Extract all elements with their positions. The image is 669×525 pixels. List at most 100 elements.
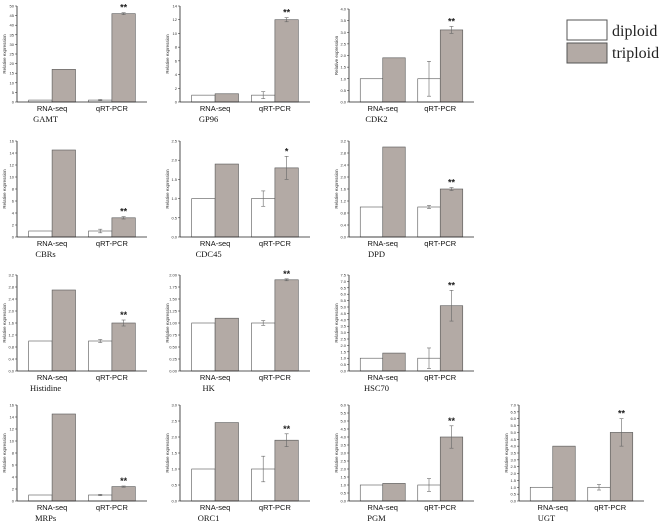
bar-diploid-rna-seq (359, 206, 384, 238)
legend: diploid triploid (566, 19, 659, 64)
bar-diploid-rna-seq (28, 340, 53, 372)
y-tick-label: 6 (12, 199, 15, 204)
y-tick-label: 12 (173, 17, 178, 22)
x-tick-label: qRT-PCR (424, 239, 457, 248)
y-tick-label: 6.0 (340, 403, 346, 408)
y-tick-label: 2.0 (8, 309, 14, 314)
bar-triploid-qrt-pcr (439, 29, 464, 103)
x-tick-label: qRT-PCR (424, 373, 457, 382)
y-tick-label: 2 (12, 487, 15, 492)
panels: RNA-seq qRT-PCR**05101520253035404550Rela… (2, 3, 644, 523)
significance-marker: ** (120, 3, 128, 13)
y-axis-label: Relative expression (165, 169, 170, 209)
y-tick-label: 45 (10, 13, 15, 18)
y-tick-label: 6 (175, 58, 178, 63)
legend-label-diploid: diploid (612, 23, 657, 40)
y-axis-label: Relative expression (165, 433, 170, 473)
y-tick-label: 20 (10, 61, 15, 66)
chart-ugt: RNA-seq qRT-PCR ** 0.0 0.5 1.0 1.5 2.0 2.5 3.03.5… (504, 403, 644, 523)
y-tick-label: 4.5 (510, 437, 516, 442)
gene-name: HSC70 (364, 383, 389, 393)
y-tick-label: 1.0 (340, 76, 346, 81)
y-tick-label: 1.5 (171, 177, 177, 182)
y-tick-label: 0 (12, 235, 15, 240)
significance-marker: ** (120, 476, 128, 486)
y-tick-label: 8 (12, 451, 15, 456)
y-tick-label: 0.50 (169, 345, 178, 350)
bar-triploid-qrt-pcr (111, 486, 136, 502)
y-tick-label: 15 (10, 71, 15, 76)
y-tick-label: 6.0 (340, 292, 346, 297)
y-tick-label: 4.0 (510, 444, 516, 449)
y-tick-label: 2.5 (510, 464, 516, 469)
y-tick-label: 1.25 (169, 309, 178, 314)
y-tick-label: 5.5 (340, 411, 346, 416)
x-tick-label: RNA-seq (37, 239, 67, 248)
x-tick-label: qRT-PCR (259, 373, 292, 382)
y-tick-label: 3.2 (8, 273, 14, 278)
y-axis-label: Relative expression (165, 34, 170, 74)
y-tick-label: 0.4 (8, 357, 14, 362)
y-tick-label: 12 (10, 163, 15, 168)
x-tick-label: qRT-PCR (259, 503, 292, 512)
y-axis-label: Relative expression (165, 303, 170, 343)
bar-triploid-qrt-pcr (111, 217, 136, 238)
bar-triploid-qrt-pcr (274, 439, 299, 502)
y-tick-label: 3.0 (340, 451, 346, 456)
y-axis-label: Relative expression (334, 303, 339, 343)
y-tick-label: 1.00 (169, 321, 178, 326)
y-tick-label: 1.0 (171, 196, 177, 201)
y-tick-label: 3.5 (510, 451, 516, 456)
y-tick-label: 2.00 (169, 273, 178, 278)
y-tick-label: 8 (175, 45, 178, 50)
gene-name: GP96 (199, 114, 218, 124)
y-axis-label: Relative expression (504, 433, 509, 473)
y-tick-label: 7.0 (510, 403, 516, 408)
gene-name: DPD (368, 249, 385, 259)
bar-diploid-qrt-pcr (251, 322, 276, 372)
y-tick-label: 0.0 (8, 369, 14, 374)
y-tick-label: 7.5 (340, 273, 346, 278)
y-tick-label: 2.0 (171, 435, 177, 440)
y-tick-label: 0.0 (171, 235, 177, 240)
y-tick-label: 2.5 (340, 41, 346, 46)
chart-dpd: RNA-seq qRT-PCR ** 0.0 0.4 0.8 1.2 1.6 2.0 2.4 2.8… (334, 139, 474, 259)
y-tick-label: 4.0 (340, 317, 346, 322)
gene-name: MRPs (35, 513, 56, 523)
gene-name: CBRs (35, 249, 55, 259)
bar-triploid-rna-seq (51, 413, 76, 502)
x-tick-label: qRT-PCR (424, 503, 457, 512)
y-tick-label: 0.5 (340, 362, 346, 367)
chart-hk: RNA-seq qRT-PCR ** 0.00 0.25 0.50 0.75 1.00 1.25… (165, 269, 310, 393)
bar-triploid-qrt-pcr (111, 322, 136, 372)
bar-diploid-rna-seq (28, 230, 53, 238)
y-tick-label: 7.0 (340, 279, 346, 284)
y-tick-label: 50 (10, 4, 15, 9)
y-tick-label: 40 (10, 23, 15, 28)
y-tick-label: 1.5 (340, 65, 346, 70)
y-tick-label: 0.5 (171, 483, 177, 488)
chart-pgm: RNA-seq qRT-PCR ** 0.0 0.5 1.0 1.5 2.0 2.5 3.0 3.5… (334, 403, 474, 523)
bar-triploid-rna-seq (51, 289, 76, 372)
chart-cdk2: RNA-seq qRT-PCR ** 0.0 0.5 1.0 1.5 2.0 2.5 3.0 3.5… (334, 7, 474, 124)
x-tick-label: qRT-PCR (424, 104, 457, 113)
y-tick-label: 3.0 (510, 457, 516, 462)
x-tick-label: RNA-seq (37, 503, 67, 512)
y-tick-label: 2.0 (340, 175, 346, 180)
y-tick-label: 1.0 (171, 467, 177, 472)
y-axis-label: Relative expression (334, 35, 339, 75)
y-tick-label: 0.0 (171, 499, 177, 504)
y-tick-label: 1.5 (340, 349, 346, 354)
y-tick-label: 0.4 (340, 223, 346, 228)
y-tick-label: 1.0 (340, 483, 346, 488)
y-tick-label: 2 (12, 223, 15, 228)
bar-diploid-rna-seq (28, 494, 53, 502)
bar-triploid-rna-seq (552, 445, 576, 502)
bar-diploid-rna-seq (359, 78, 384, 103)
y-tick-label: 0.5 (340, 491, 346, 496)
x-tick-label: qRT-PCR (96, 104, 129, 113)
y-tick-label: 12 (10, 427, 15, 432)
gene-name: CDC45 (196, 249, 222, 259)
y-tick-label: 4.5 (340, 427, 346, 432)
bar-diploid-rna-seq (529, 486, 554, 502)
